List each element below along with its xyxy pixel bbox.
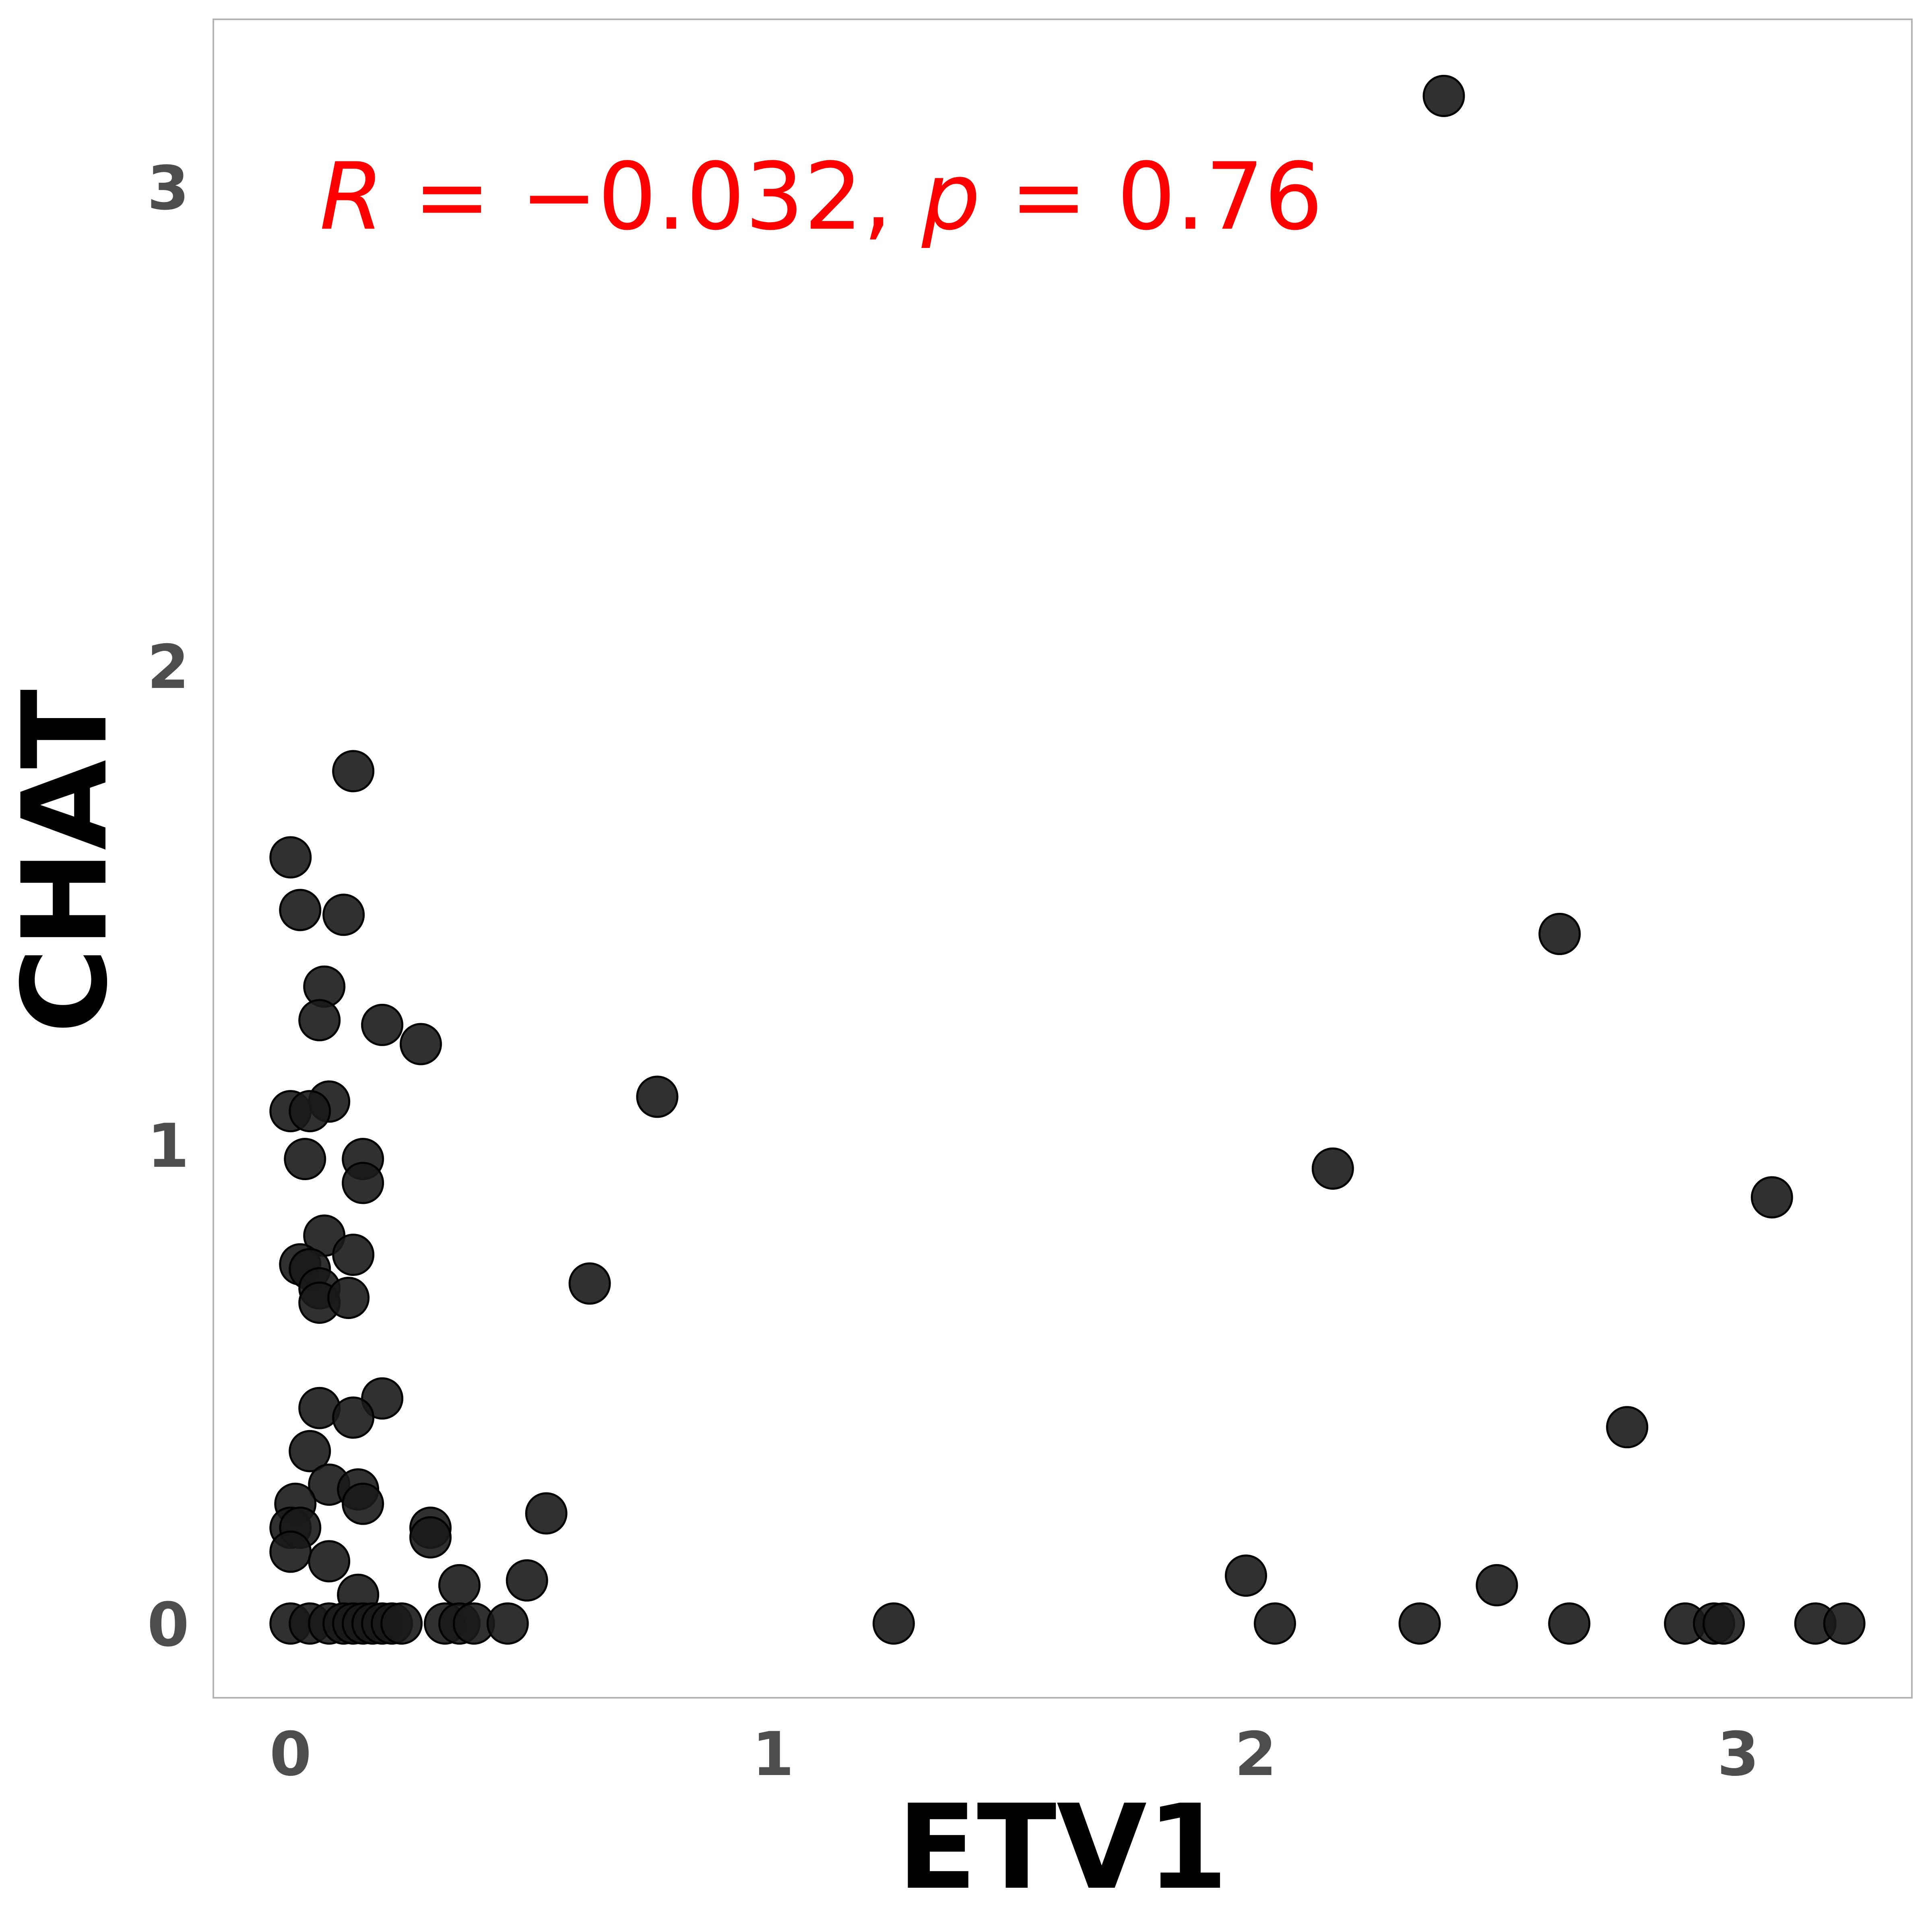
data-point-40: [409, 1516, 452, 1558]
data-point-70: [1823, 1602, 1866, 1645]
data-points: [269, 74, 1866, 1645]
x-tick-label-3: 3: [1717, 1719, 1759, 1790]
data-point-43: [1225, 1554, 1267, 1597]
data-point-16: [342, 1162, 384, 1204]
x-tick-label-2: 2: [1234, 1719, 1276, 1790]
data-point-31: [1606, 1406, 1649, 1449]
data-point-41: [269, 1530, 312, 1573]
data-point-42: [308, 1540, 351, 1583]
annotation-separator: ,: [863, 143, 922, 251]
data-point-2: [269, 836, 312, 879]
y-axis-title: CHAT: [0, 689, 133, 1034]
y-tick-label-3: 3: [147, 153, 189, 223]
data-point-7: [298, 999, 341, 1042]
data-point-62: [872, 1602, 915, 1645]
p-label: p: [921, 143, 980, 251]
data-point-17: [1311, 1147, 1354, 1190]
correlation-annotation: R = −0.032, p = 0.76: [320, 143, 1323, 251]
p-value: 0.76: [1117, 143, 1323, 251]
x-axis-title: ETV1: [897, 1780, 1228, 1915]
data-point-3: [279, 889, 322, 931]
y-tick-label-1: 1: [147, 1111, 189, 1181]
data-point-68: [1702, 1602, 1745, 1645]
data-point-20: [332, 1234, 375, 1276]
data-point-65: [1548, 1602, 1591, 1645]
data-point-4: [322, 894, 365, 936]
y-tick-label-2: 2: [147, 632, 189, 702]
data-point-8: [361, 1003, 404, 1046]
y-tick-label-0: 0: [147, 1590, 189, 1660]
x-tick-label-0: 0: [270, 1719, 312, 1790]
data-point-1: [332, 750, 375, 793]
data-point-61: [486, 1602, 529, 1645]
x-tick-label-1: 1: [752, 1719, 794, 1790]
data-point-14: [284, 1138, 326, 1181]
data-point-36: [525, 1492, 568, 1535]
data-point-18: [1750, 1176, 1793, 1219]
data-point-30: [289, 1430, 331, 1472]
r-label: R: [320, 143, 384, 251]
x-tick-labels: 0 1 2 3: [270, 1719, 1759, 1790]
data-point-45: [1476, 1564, 1518, 1606]
y-tick-labels: 0 1 2 3: [147, 153, 189, 1660]
r-equals: =: [384, 143, 520, 251]
data-point-5: [1538, 912, 1581, 955]
data-point-13: [636, 1075, 679, 1118]
data-point-63: [1254, 1602, 1296, 1645]
data-point-35: [342, 1482, 384, 1525]
r-value: −0.032: [520, 143, 863, 251]
data-point-57: [380, 1602, 423, 1645]
data-point-9: [400, 1023, 442, 1065]
data-point-64: [1398, 1602, 1441, 1645]
data-point-12: [289, 1090, 331, 1133]
data-point-26: [568, 1262, 611, 1305]
p-equals: =: [980, 143, 1117, 251]
data-point-25: [327, 1277, 370, 1319]
data-point-44: [506, 1559, 548, 1602]
data-point-46: [438, 1564, 481, 1606]
data-point-0: [1422, 74, 1465, 117]
data-point-29: [332, 1396, 375, 1439]
plot-area: [213, 19, 1913, 1699]
